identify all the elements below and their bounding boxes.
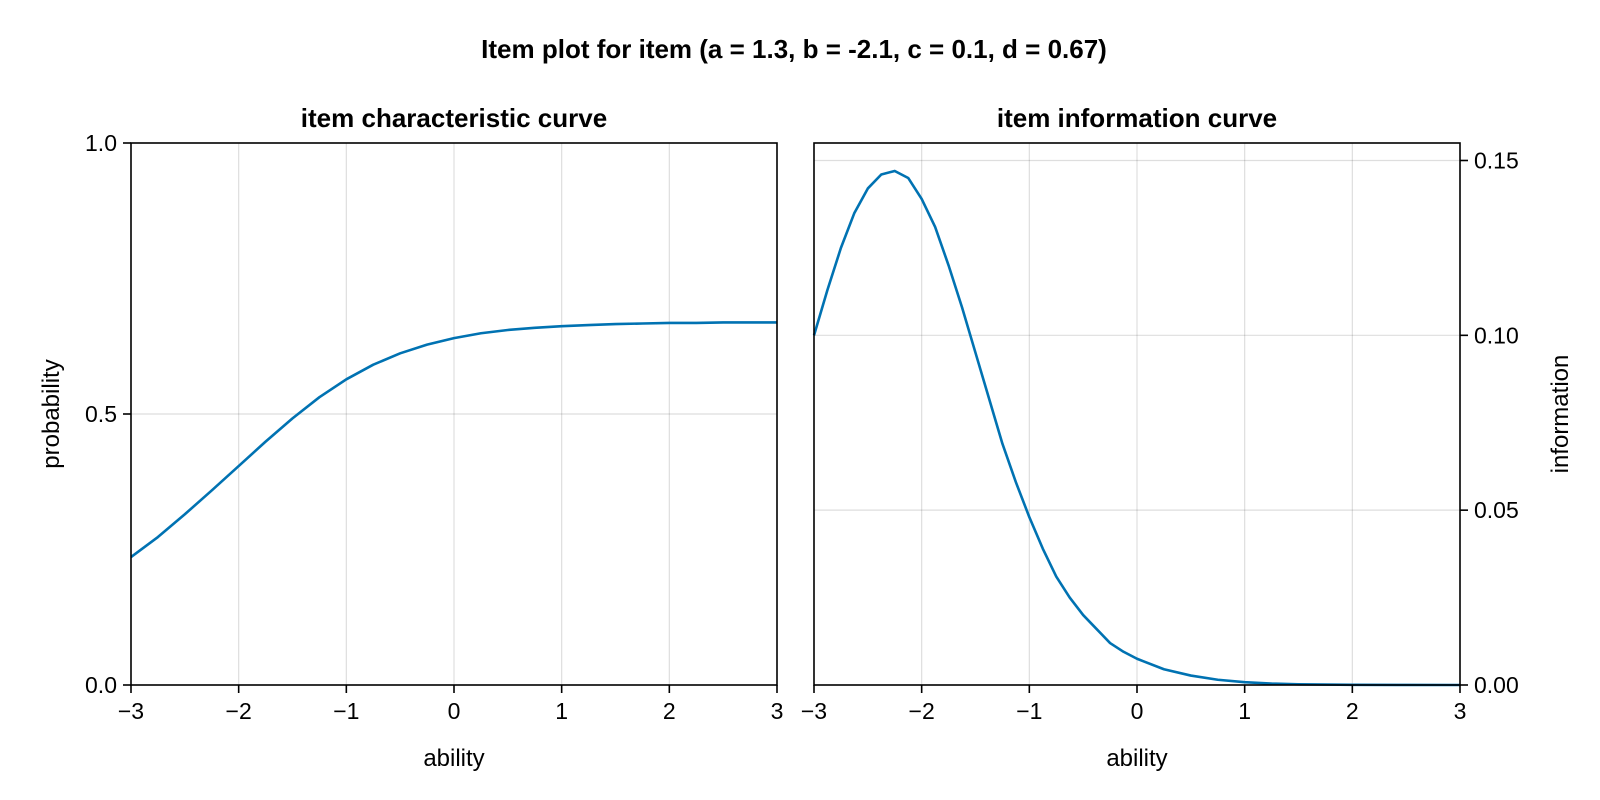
information-y-tick-label-0: 0.00 xyxy=(1474,672,1519,698)
information-x-tick-label-0: −3 xyxy=(801,698,827,724)
information-panel-title: item information curve xyxy=(997,103,1277,133)
characteristic-x-tick-label-6: 3 xyxy=(771,698,784,724)
characteristic-curve-panel: −3 −2 −1 0 1 2 3 0.0 0.5 1.0 item characteristic c… xyxy=(38,103,783,772)
characteristic-series-line-0 xyxy=(130,321,777,559)
characteristic-x-tick-label-1: −2 xyxy=(226,698,252,724)
information-x-tick-label-6: 3 xyxy=(1454,698,1467,724)
information-x-tick-label-4: 1 xyxy=(1238,698,1251,724)
information-x-tick-label-3: 0 xyxy=(1131,698,1144,724)
characteristic-y-tick-label-1: 0.5 xyxy=(85,401,117,427)
information-x-tick-label-1: −2 xyxy=(909,698,935,724)
characteristic-y-tick-label-0: 0.0 xyxy=(85,672,117,698)
information-x-tick-label-2: −1 xyxy=(1016,698,1042,724)
information-curve-panel: −3 −2 −1 0 1 2 3 0.00 0.05 0.10 0.15 item informati… xyxy=(801,103,1574,772)
characteristic-x-tick-label-2: −1 xyxy=(333,698,359,724)
characteristic-x-tick-label-4: 1 xyxy=(555,698,568,724)
information-y-tick-label-1: 0.05 xyxy=(1474,497,1519,523)
characteristic-y-tick-label-2: 1.0 xyxy=(85,130,117,156)
information-y-tick-label-2: 0.10 xyxy=(1474,322,1519,348)
characteristic-y-axis-label: probability xyxy=(38,359,65,468)
characteristic-x-tick-label-3: 0 xyxy=(448,698,461,724)
information-x-axis-label: ability xyxy=(1106,745,1167,772)
characteristic-x-tick-label-5: 2 xyxy=(663,698,676,724)
figure-title: Item plot for item (a = 1.3, b = -2.1, c… xyxy=(481,34,1107,64)
information-x-tick-label-5: 2 xyxy=(1346,698,1359,724)
characteristic-x-axis-label: ability xyxy=(423,745,484,772)
information-y-axis-label: information xyxy=(1547,355,1574,474)
information-y-tick-label-3: 0.15 xyxy=(1474,147,1519,173)
characteristic-panel-title: item characteristic curve xyxy=(301,103,607,133)
characteristic-x-tick-label-0: −3 xyxy=(118,698,144,724)
information-series-line-0 xyxy=(812,169,1461,687)
